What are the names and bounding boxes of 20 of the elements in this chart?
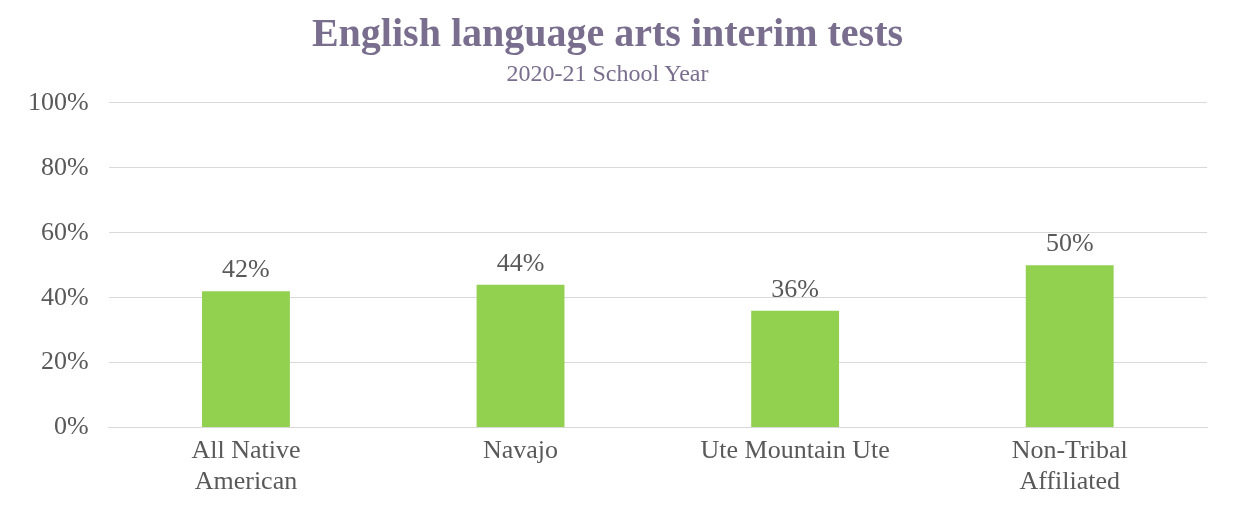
y-tick-label: 100%	[27, 86, 89, 116]
y-tick-label: 0%	[53, 411, 89, 441]
chart-title: English language arts interim tests	[311, 10, 904, 56]
x-tick-label: All Native American	[191, 435, 301, 496]
y-tick-label: 40%	[40, 281, 89, 311]
bar	[751, 310, 840, 428]
data-label: 44%	[496, 247, 545, 277]
data-label: 50%	[1045, 228, 1094, 258]
x-tick-label: Ute Mountain Ute	[700, 435, 890, 465]
bar	[1025, 265, 1114, 428]
x-tick-label: Navajo	[482, 435, 559, 465]
y-tick-label: 20%	[40, 346, 89, 376]
data-label: 42%	[222, 254, 270, 284]
bar	[476, 284, 565, 428]
y-tick-label: 60%	[40, 216, 89, 246]
bar	[202, 291, 290, 428]
chart-subtitle: 2020-21 School Year	[506, 59, 709, 86]
x-tick-label: Non-Tribal Affiliated	[1011, 435, 1128, 496]
data-label: 36%	[771, 273, 819, 303]
y-tick-label: 80%	[40, 151, 89, 181]
